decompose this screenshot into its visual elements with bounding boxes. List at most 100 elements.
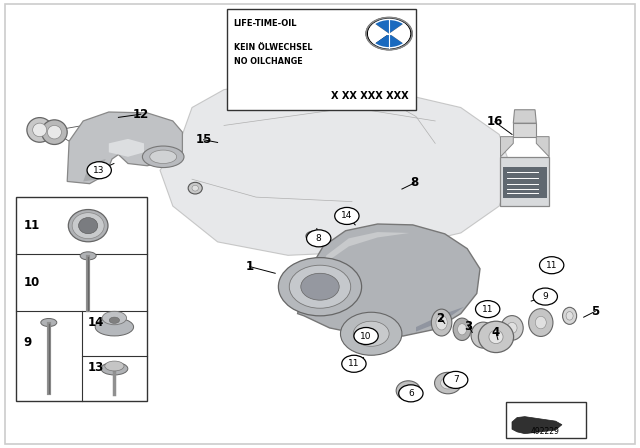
- Text: LIFE-TIME-OIL: LIFE-TIME-OIL: [234, 19, 297, 28]
- Ellipse shape: [507, 323, 517, 333]
- Text: 9: 9: [543, 292, 548, 301]
- Ellipse shape: [529, 309, 553, 336]
- Text: NO OILCHANGE: NO OILCHANGE: [234, 57, 302, 66]
- Polygon shape: [109, 139, 144, 157]
- Text: 10: 10: [24, 276, 40, 289]
- Text: 8: 8: [316, 234, 321, 243]
- Polygon shape: [314, 232, 410, 287]
- Polygon shape: [500, 137, 513, 157]
- Ellipse shape: [471, 322, 495, 348]
- Text: 6: 6: [408, 389, 413, 398]
- Ellipse shape: [42, 120, 67, 144]
- Text: 9: 9: [24, 336, 32, 349]
- Text: 5: 5: [591, 305, 599, 318]
- Circle shape: [340, 312, 402, 355]
- Ellipse shape: [479, 331, 488, 340]
- Ellipse shape: [105, 361, 124, 371]
- Ellipse shape: [109, 317, 120, 323]
- Text: 12: 12: [132, 108, 149, 121]
- Polygon shape: [160, 81, 512, 255]
- Ellipse shape: [41, 319, 57, 327]
- Wedge shape: [368, 23, 389, 44]
- Wedge shape: [389, 23, 410, 44]
- Text: 11: 11: [24, 219, 40, 232]
- Circle shape: [540, 257, 564, 274]
- Ellipse shape: [68, 210, 108, 242]
- Polygon shape: [67, 112, 182, 184]
- Ellipse shape: [501, 315, 524, 340]
- Polygon shape: [513, 123, 536, 137]
- Polygon shape: [513, 110, 536, 123]
- Text: 15: 15: [195, 133, 212, 146]
- Circle shape: [342, 355, 366, 372]
- Ellipse shape: [431, 309, 452, 336]
- Ellipse shape: [102, 311, 127, 325]
- Text: 13: 13: [88, 361, 104, 374]
- Text: 3: 3: [465, 319, 472, 333]
- Text: 2: 2: [436, 311, 444, 325]
- Text: 11: 11: [546, 261, 557, 270]
- Polygon shape: [298, 224, 480, 336]
- Circle shape: [289, 265, 351, 308]
- Ellipse shape: [33, 123, 47, 137]
- Wedge shape: [374, 34, 404, 48]
- Text: 4: 4: [492, 326, 500, 339]
- Circle shape: [301, 273, 339, 300]
- Ellipse shape: [396, 381, 420, 401]
- Ellipse shape: [535, 316, 547, 329]
- Circle shape: [399, 385, 423, 402]
- Ellipse shape: [27, 117, 52, 142]
- Circle shape: [353, 321, 389, 346]
- Bar: [500, 157, 549, 206]
- Circle shape: [87, 162, 111, 179]
- Ellipse shape: [435, 372, 461, 394]
- Ellipse shape: [458, 323, 467, 335]
- Text: 13: 13: [93, 166, 105, 175]
- Text: 1: 1: [246, 260, 253, 273]
- Ellipse shape: [479, 321, 514, 353]
- Text: 7: 7: [453, 375, 458, 384]
- Circle shape: [533, 288, 557, 305]
- Ellipse shape: [563, 307, 577, 324]
- Text: 14: 14: [341, 211, 353, 220]
- Ellipse shape: [72, 213, 104, 239]
- Ellipse shape: [489, 330, 503, 344]
- Text: 16: 16: [486, 115, 503, 129]
- Text: 14: 14: [88, 316, 104, 329]
- Ellipse shape: [453, 318, 471, 340]
- Polygon shape: [536, 137, 549, 157]
- Text: KEIN ÖLWECHSEL: KEIN ÖLWECHSEL: [234, 43, 312, 52]
- Ellipse shape: [142, 146, 184, 168]
- Ellipse shape: [80, 252, 96, 260]
- Bar: [503, 167, 547, 198]
- Text: 11: 11: [482, 305, 493, 314]
- Polygon shape: [416, 307, 464, 332]
- Text: 10: 10: [360, 332, 372, 340]
- Ellipse shape: [101, 362, 128, 375]
- Polygon shape: [83, 159, 106, 181]
- Ellipse shape: [436, 315, 447, 330]
- Ellipse shape: [306, 231, 321, 241]
- Ellipse shape: [566, 312, 573, 320]
- Ellipse shape: [310, 234, 317, 238]
- Text: 492229: 492229: [531, 427, 560, 436]
- Circle shape: [444, 371, 468, 388]
- Bar: [506, 402, 586, 438]
- Ellipse shape: [79, 218, 98, 234]
- Text: 8: 8: [411, 176, 419, 190]
- Bar: [16, 197, 147, 401]
- Ellipse shape: [440, 377, 456, 389]
- Ellipse shape: [47, 125, 61, 139]
- Circle shape: [307, 230, 331, 247]
- Text: 11: 11: [348, 359, 360, 368]
- Text: X XX XXX XXX: X XX XXX XXX: [331, 91, 408, 101]
- Ellipse shape: [150, 150, 177, 164]
- Circle shape: [354, 327, 378, 345]
- Circle shape: [476, 301, 500, 318]
- Circle shape: [335, 207, 359, 224]
- Ellipse shape: [192, 185, 198, 191]
- Ellipse shape: [95, 318, 134, 336]
- Bar: [227, 9, 416, 110]
- Polygon shape: [512, 417, 562, 434]
- Circle shape: [278, 258, 362, 316]
